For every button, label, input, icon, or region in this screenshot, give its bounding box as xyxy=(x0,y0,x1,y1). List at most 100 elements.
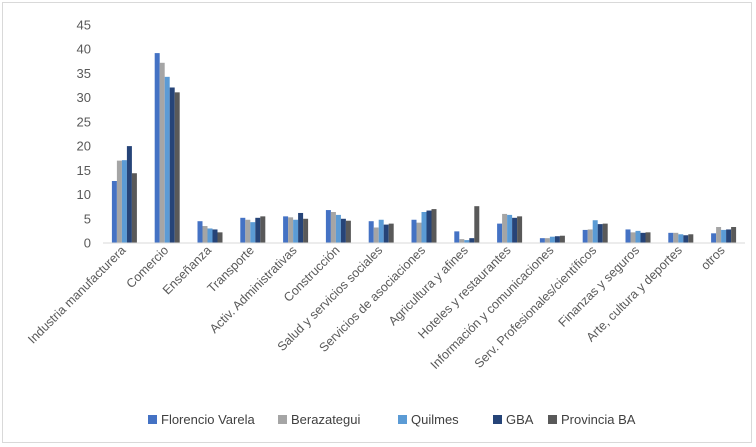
bar xyxy=(431,209,437,243)
bar xyxy=(164,76,170,243)
y-tick-label: 15 xyxy=(77,163,91,178)
legend-swatch xyxy=(148,415,157,424)
chart-area: 0 5 10 15 20 25 30 35 40 45 Industria manufacture… xyxy=(2,2,752,443)
y-tick-label: 45 xyxy=(77,18,91,33)
bar xyxy=(544,238,550,243)
bar xyxy=(673,232,679,243)
legend-swatch xyxy=(278,415,287,424)
bar xyxy=(645,232,651,243)
bar xyxy=(731,227,737,243)
y-tick-label: 20 xyxy=(77,139,91,154)
bar xyxy=(554,236,560,243)
bar xyxy=(212,229,218,243)
bar xyxy=(411,219,417,243)
bar xyxy=(587,229,593,243)
legend-swatch xyxy=(548,415,557,424)
bar xyxy=(459,239,465,243)
bar xyxy=(426,210,432,243)
bar xyxy=(502,213,508,243)
y-tick-label: 25 xyxy=(77,114,91,129)
bar xyxy=(716,227,722,243)
bar xyxy=(368,221,374,243)
legend-label: Provincia BA xyxy=(561,412,636,427)
y-tick-label: 0 xyxy=(84,236,91,251)
bar xyxy=(245,219,251,243)
bar xyxy=(340,218,346,243)
category-label: Agricultura y afines xyxy=(386,243,471,328)
bar xyxy=(721,229,727,243)
bar xyxy=(174,92,180,243)
bar xyxy=(131,173,137,243)
bar xyxy=(464,240,470,243)
bar xyxy=(325,210,331,243)
bars xyxy=(111,53,737,244)
bar xyxy=(283,216,289,243)
bar xyxy=(197,221,203,243)
bar xyxy=(688,234,694,243)
bar xyxy=(711,233,717,243)
bar xyxy=(345,220,351,243)
bar xyxy=(159,62,165,243)
legend-label: GBA xyxy=(506,412,534,427)
category-label: Industria manufacturera xyxy=(25,243,128,346)
bar xyxy=(559,235,565,243)
legend-label: Quilmes xyxy=(411,412,459,427)
bar xyxy=(635,230,641,243)
bar xyxy=(416,222,422,243)
bar xyxy=(597,224,603,243)
legend-label: Berazategui xyxy=(291,412,360,427)
bar xyxy=(121,160,127,243)
bar xyxy=(602,223,608,243)
bar xyxy=(630,232,636,243)
legend-label: Florencio Varela xyxy=(161,412,255,427)
bar xyxy=(640,232,646,243)
bar xyxy=(726,229,732,243)
bar xyxy=(111,180,117,243)
legend-swatch xyxy=(493,415,502,424)
y-axis: 0 5 10 15 20 25 30 35 40 45 xyxy=(77,18,91,251)
y-tick-label: 5 xyxy=(84,211,91,226)
y-tick-label: 35 xyxy=(77,66,91,81)
legend-swatch xyxy=(398,415,407,424)
bar xyxy=(592,220,598,243)
bar xyxy=(250,222,256,243)
bar xyxy=(303,218,309,243)
bar xyxy=(582,229,588,243)
bar xyxy=(517,216,523,243)
bar xyxy=(116,160,122,243)
bar xyxy=(474,206,480,243)
bar xyxy=(378,219,384,243)
y-tick-label: 30 xyxy=(77,90,91,105)
bar xyxy=(202,226,208,243)
x-axis: Industria manufactureraComercioEnseñanza… xyxy=(25,243,727,372)
bar xyxy=(421,212,427,243)
bar xyxy=(126,146,132,243)
bar xyxy=(373,227,379,243)
bar xyxy=(539,238,545,243)
bar xyxy=(625,229,631,243)
bar xyxy=(683,235,689,243)
bar xyxy=(388,223,394,243)
bar xyxy=(507,214,513,243)
bar xyxy=(549,236,555,243)
bar xyxy=(255,217,261,243)
category-label: otros xyxy=(698,243,728,273)
bar xyxy=(335,214,341,243)
bar xyxy=(298,212,304,243)
bar xyxy=(678,234,684,243)
bar xyxy=(512,217,518,243)
bar xyxy=(497,223,503,243)
bar xyxy=(154,53,160,243)
y-tick-label: 10 xyxy=(77,187,91,202)
bar xyxy=(668,232,674,243)
bar xyxy=(454,231,460,243)
legend: Florencio Varela Berazategui Quilmes GBA Pro… xyxy=(148,412,636,427)
bar xyxy=(469,238,475,243)
bar xyxy=(260,216,266,243)
category-label: Finanzas y seguros xyxy=(556,243,643,330)
bar xyxy=(207,228,213,243)
bar xyxy=(240,217,246,243)
bar xyxy=(293,219,299,243)
bar xyxy=(217,232,223,243)
bar xyxy=(288,217,294,243)
